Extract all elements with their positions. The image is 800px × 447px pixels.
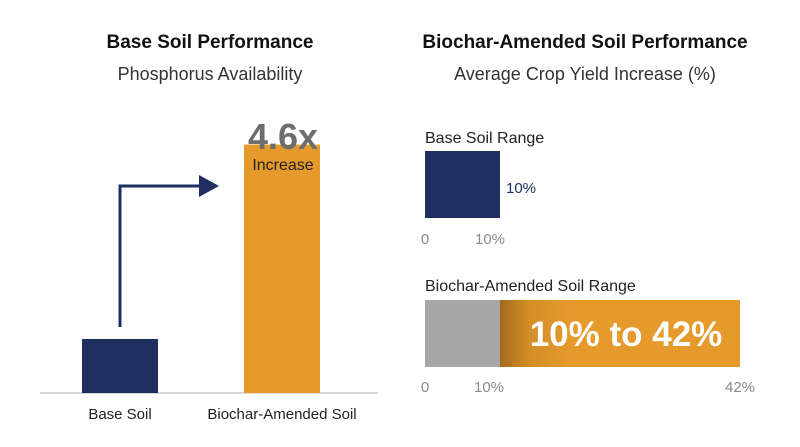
increase-arrow-line (118, 184, 203, 327)
base-tick-10: 10% (475, 231, 505, 248)
increase-arrow-head-icon (199, 175, 219, 197)
amended-tick-42: 42% (725, 379, 755, 396)
multiplier-value: 4.6x (248, 116, 318, 157)
amended-range-baseline-bar (425, 300, 500, 367)
amended-range-label: Biochar-Amended Soil Range (425, 278, 636, 295)
amended-tick-10: 10% (474, 379, 504, 396)
amended-tick-0: 0 (421, 379, 429, 396)
left-panel-subtitle: Phosphorus Availability (118, 64, 303, 84)
amended-range-value-label: 10% to 42% (530, 315, 723, 354)
base-tick-0: 0 (421, 231, 429, 248)
bar-biochar-amended-soil (244, 144, 320, 393)
right-panel-title: Biochar-Amended Soil Performance (422, 32, 747, 53)
base-range-bar (425, 151, 500, 218)
bar-base-soil (82, 339, 158, 393)
category-label-base-soil: Base Soil (88, 406, 151, 423)
right-panel-subtitle: Average Crop Yield Increase (%) (454, 64, 716, 84)
base-range-label: Base Soil Range (425, 130, 544, 147)
left-panel-title: Base Soil Performance (107, 32, 314, 53)
category-label-biochar-amended-soil: Biochar-Amended Soil (207, 406, 356, 423)
base-range-value-label: 10% (506, 180, 536, 197)
amended-range-bar (500, 300, 740, 367)
multiplier-label: Increase (252, 157, 313, 174)
